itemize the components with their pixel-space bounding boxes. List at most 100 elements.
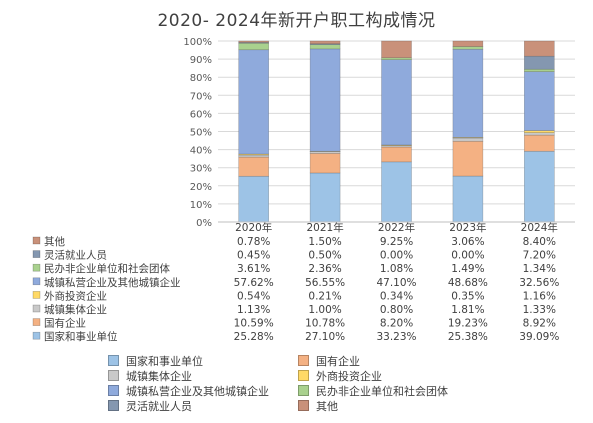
table-row-label: 民办非企业单位和社会团体: [44, 262, 170, 275]
table-cell-value: 32.56%: [519, 277, 559, 289]
y-tick-label: 50%: [190, 128, 212, 139]
table-cell-value: 0.00%: [380, 250, 413, 262]
table-cell-value: 10.78%: [305, 318, 345, 330]
legend-item: 灵活就业人员: [108, 398, 192, 414]
legend-item: 城镇集体企业: [108, 368, 192, 384]
legend-item: 其他: [298, 398, 338, 414]
table-cell-value: 1.81%: [451, 304, 484, 316]
table-cell-value: 19.23%: [448, 318, 488, 330]
table-cell-value: 27.10%: [305, 331, 345, 343]
table-cell-value: 1.49%: [451, 263, 484, 275]
table-cell-value: 9.25%: [380, 236, 413, 248]
bar-segment: [238, 49, 269, 155]
bar-segment: [452, 46, 484, 50]
bar-segment: [381, 146, 412, 163]
legend-label: 其他: [316, 400, 338, 413]
bar-segment: [309, 40, 341, 45]
table-cell-value: 1.16%: [523, 290, 556, 302]
table-cell-value: 47.10%: [376, 277, 416, 289]
table-cell-value: 0.21%: [308, 290, 341, 302]
bar-segment: [381, 40, 412, 59]
table-cell-value: 0.54%: [237, 290, 270, 302]
table-cell-value: 56.55%: [305, 277, 345, 289]
table-cell-value: 33.23%: [376, 331, 416, 343]
bar-segment: [309, 153, 341, 174]
y-tick-label: 10%: [190, 200, 212, 211]
legend-swatch: [298, 370, 309, 381]
table-cell-value: 25.38%: [448, 331, 488, 343]
table-cell-value: 0.80%: [380, 304, 413, 316]
legend-swatch: [108, 370, 119, 381]
y-tick-label: 20%: [190, 182, 212, 193]
y-tick-label: 90%: [190, 55, 212, 66]
bar-segment: [309, 172, 341, 223]
table-cell-value: 0.78%: [237, 236, 270, 248]
table-cell-value: 1.34%: [523, 263, 556, 275]
bar-segment: [381, 59, 412, 146]
x-category-label: 2021年: [306, 221, 343, 234]
bar-segment: [523, 134, 555, 152]
table-cell-value: 48.68%: [448, 277, 488, 289]
bar-segment: [381, 161, 412, 223]
legend-swatch: [298, 400, 309, 411]
table-legend-swatch: [32, 250, 41, 258]
legend-item: 城镇私营企业及其他城镇企业: [108, 383, 269, 399]
table-cell-value: 0.34%: [380, 290, 413, 302]
legend-swatch: [108, 385, 119, 396]
table-row-label: 城镇私营企业及其他城镇企业: [44, 276, 181, 289]
table-cell-value: 8.92%: [523, 318, 556, 330]
legend-label: 城镇私营企业及其他城镇企业: [126, 385, 269, 398]
table-cell-value: 1.13%: [237, 304, 270, 316]
table-legend-swatch: [32, 291, 41, 299]
x-category-label: 2022年: [378, 221, 415, 234]
legend-item: 国家和事业单位: [108, 353, 203, 369]
bar-segment: [238, 42, 269, 51]
bar-segment: [523, 150, 555, 223]
table-cell-value: 1.33%: [523, 304, 556, 316]
chart-title: 2020- 2024年新开户职工构成情况: [157, 11, 436, 31]
table-cell-value: 57.62%: [234, 277, 274, 289]
table-legend-swatch: [32, 236, 41, 245]
y-tick-label: 40%: [190, 146, 212, 157]
table-cell-value: 0.45%: [237, 250, 270, 262]
bar-segment: [523, 55, 555, 70]
y-tick-label: 80%: [190, 73, 212, 84]
table-cell-value: 8.20%: [380, 318, 413, 330]
legend-label: 外商投资企业: [316, 370, 382, 383]
legend-item: 民办非企业单位和社会团体: [298, 383, 448, 399]
bar-segment: [523, 68, 555, 72]
table-row-label: 其他: [44, 235, 65, 248]
table-cell-value: 1.08%: [380, 263, 413, 275]
bar-segment: [452, 48, 484, 138]
bar-segment: [452, 175, 484, 223]
bar-segment: [309, 44, 341, 50]
legend-label: 灵活就业人员: [126, 400, 192, 413]
bar-segment: [238, 154, 269, 158]
table-cell-value: 25.28%: [234, 331, 274, 343]
table-cell-value: 3.06%: [451, 236, 484, 248]
bar-segment: [523, 40, 555, 57]
table-cell-value: 0.35%: [451, 290, 484, 302]
legend-swatch: [298, 385, 309, 396]
y-tick-label: 0%: [196, 218, 212, 229]
legend-label: 民办非企业单位和社会团体: [316, 385, 448, 398]
bar-segment: [523, 71, 555, 131]
x-category-label: 2024年: [521, 221, 558, 234]
table-cell-value: 0.00%: [451, 250, 484, 262]
table-row-label: 外商投资企业: [44, 289, 107, 302]
table-row-label: 城镇集体企业: [44, 303, 107, 316]
x-category-label: 2020年: [235, 221, 272, 234]
table-row-label: 国家和事业单位: [44, 330, 118, 343]
table-cell-value: 8.40%: [523, 236, 556, 248]
legend-swatch: [298, 355, 309, 366]
table-cell-value: 10.59%: [234, 318, 274, 330]
bar-segment: [309, 48, 341, 152]
table-legend-swatch: [32, 318, 41, 326]
legend-swatch: [108, 400, 119, 411]
table-cell-value: 1.00%: [308, 304, 341, 316]
y-tick-label: 100%: [183, 37, 212, 48]
table-cell-value: 3.61%: [237, 263, 270, 275]
legend-label: 城镇集体企业: [126, 370, 192, 383]
table-cell-value: 1.50%: [308, 236, 341, 248]
bar-segment: [238, 40, 269, 43]
